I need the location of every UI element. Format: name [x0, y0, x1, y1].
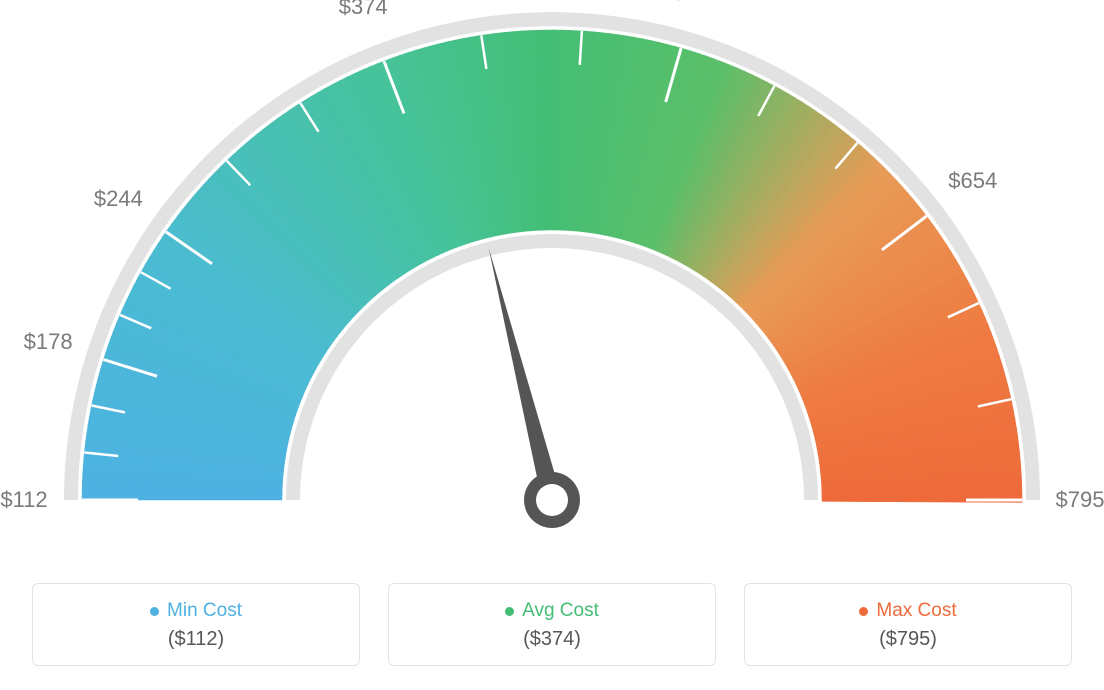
- legend-label-avg: Avg Cost: [522, 600, 599, 622]
- gauge-tick-label: $654: [948, 168, 997, 194]
- legend-dot-min: [150, 607, 159, 616]
- legend-value-avg: ($374): [401, 628, 703, 651]
- gauge-svg: [0, 0, 1104, 560]
- gauge-tick-label: $244: [94, 186, 143, 212]
- legend-value-min: ($112): [45, 628, 347, 651]
- legend-title-min: Min Cost: [150, 600, 242, 622]
- legend-card-max: Max Cost ($795): [744, 583, 1072, 666]
- cost-gauge: $112 $178 $244 $374 $514 $654 $795: [0, 0, 1104, 560]
- legend-dot-avg: [505, 607, 514, 616]
- legend-dot-max: [859, 607, 868, 616]
- legend-card-min: Min Cost ($112): [32, 583, 360, 666]
- gauge-tick-label: $374: [339, 0, 388, 20]
- legend-card-avg: Avg Cost ($374): [388, 583, 716, 666]
- legend-label-max: Max Cost: [876, 600, 956, 622]
- gauge-tick-label: $514: [673, 0, 722, 5]
- gauge-tick-label: $178: [24, 329, 73, 355]
- legend-title-max: Max Cost: [859, 600, 956, 622]
- legend-title-avg: Avg Cost: [505, 600, 599, 622]
- gauge-tick-label: $112: [0, 487, 47, 513]
- legend-row: Min Cost ($112) Avg Cost ($374) Max Cost…: [32, 583, 1072, 666]
- gauge-tick-label: $795: [1056, 487, 1104, 513]
- legend-value-max: ($795): [757, 628, 1059, 651]
- legend-label-min: Min Cost: [167, 600, 242, 622]
